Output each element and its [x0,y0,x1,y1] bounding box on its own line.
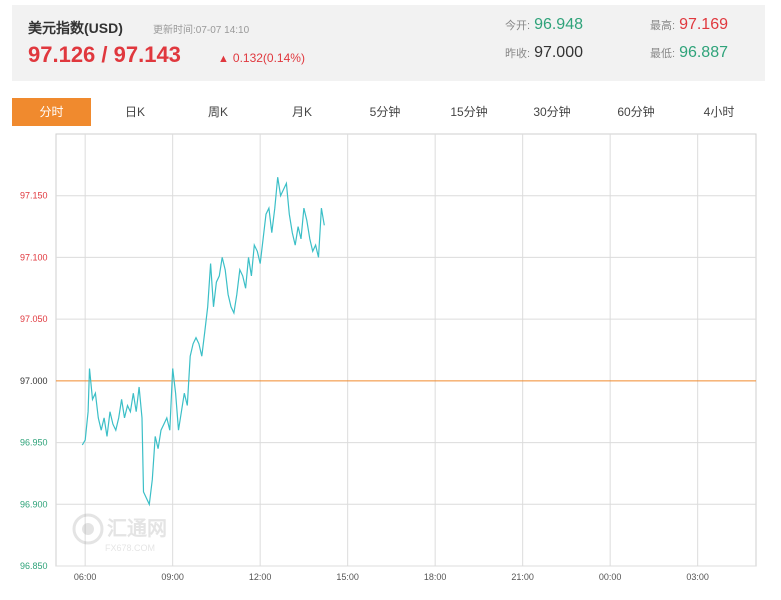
open-label: 今开: [505,20,531,32]
watermark-en: FX678.COM [105,543,155,553]
y-tick-label: 97.050 [20,314,48,324]
prev-close-value: 97.000 [534,44,583,61]
plot-border [55,133,757,567]
tab-monthly[interactable]: 月K [291,105,312,119]
tab-fenshi[interactable]: 分时 [12,98,91,126]
tab-30min[interactable]: 30分钟 [533,105,571,119]
high-label: 最高: [650,20,676,32]
x-tick-label: 06:00 [74,572,97,582]
tab-daily[interactable]: 日K [124,105,145,119]
chart-grid [55,133,757,567]
low-label: 最低: [650,48,676,60]
y-tick-label: 96.900 [20,499,48,509]
watermark-logo-dot [82,523,94,535]
open-stat: 今开: 96.948 [505,16,583,34]
x-tick-label: 15:00 [336,572,359,582]
watermark: 汇通网 FX678.COM [72,513,167,553]
timeframe-tabs: 分时 日K 周K 月K 5分钟 15分钟 30分钟 60分钟 4小时 [12,98,765,126]
y-tick-label: 96.950 [20,438,48,448]
tab-weekly[interactable]: 周K [207,105,228,119]
prev-close-stat: 昨收: 97.000 [505,44,583,62]
quote-header: 美元指数(USD) 更新时间:07-07 14:10 97.126 / 97.1… [12,5,765,81]
price-change: ▲ 0.132(0.14%) [218,51,305,65]
x-tick-label: 03:00 [686,572,709,582]
low-stat: 最低: 96.887 [650,44,728,62]
up-arrow-icon: ▲ [218,53,229,65]
y-tick-label: 97.000 [20,376,48,386]
tab-5min[interactable]: 5分钟 [369,105,401,119]
bid-ask-price: 97.126 / 97.143 [28,42,181,67]
y-tick-label: 96.850 [20,561,48,571]
watermark-logo-icon [72,513,104,545]
update-time-label: 更新时间: [153,25,196,36]
x-tick-label: 18:00 [424,572,447,582]
price-change-value: 0.132(0.14%) [232,51,305,65]
open-value: 96.948 [534,16,583,33]
price-line [81,177,325,507]
tab-4hour[interactable]: 4小时 [703,105,735,119]
prev-close-label: 昨收: [505,48,531,60]
intraday-chart: 96.850 96.900 96.950 97.000 97.050 97.100 97.1… [20,133,757,582]
watermark-cn: 汇通网 [107,517,167,540]
y-axis: 96.850 96.900 96.950 97.000 97.050 97.100 97.1… [20,191,48,571]
high-value: 97.169 [679,16,728,33]
x-tick-label: 12:00 [249,572,272,582]
x-tick-label: 21:00 [511,572,534,582]
x-axis: 06:00 09:00 12:00 15:00 18:00 21:00 00:00 03:00 [74,572,709,582]
instrument-title: 美元指数(USD) [28,20,123,36]
high-stat: 最高: 97.169 [650,16,728,34]
tab-15min[interactable]: 15分钟 [450,105,488,119]
x-tick-label: 09:00 [161,572,184,582]
y-tick-label: 97.150 [20,191,48,201]
y-tick-label: 97.100 [20,252,48,262]
update-time: 更新时间:07-07 14:10 [153,21,249,36]
low-value: 96.887 [679,44,728,61]
tab-60min[interactable]: 60分钟 [617,105,655,119]
x-tick-label: 00:00 [599,572,622,582]
update-time-value: 07-07 14:10 [195,25,250,36]
